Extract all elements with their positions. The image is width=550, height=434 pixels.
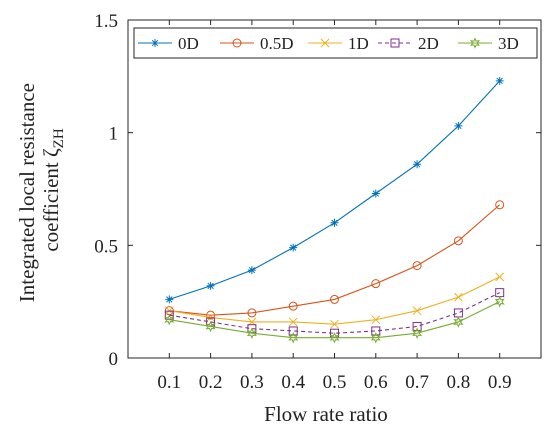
data-point xyxy=(371,189,380,198)
series-0.5D xyxy=(164,200,505,320)
data-point xyxy=(453,236,463,246)
y-tick-label: 1 xyxy=(109,124,119,145)
data-point xyxy=(453,316,464,328)
data-point xyxy=(164,306,174,316)
data-point xyxy=(453,308,463,318)
data-point xyxy=(370,331,381,344)
data-point xyxy=(495,76,504,85)
x-tick-label: 0.5 xyxy=(323,372,347,393)
data-point xyxy=(288,317,298,327)
legend-label: 0D xyxy=(178,34,199,53)
data-point xyxy=(288,331,299,344)
series-3D xyxy=(164,295,505,344)
tick-labels: 0.1 0.2 0.3 0.4 0.5 0.6 0.7 0.8 0.9 0 0.5 1 1.5 xyxy=(94,11,541,393)
plot-frame xyxy=(127,19,542,359)
data-point xyxy=(454,292,463,302)
legend-item-3D: 3D xyxy=(458,34,519,53)
data-point xyxy=(330,319,339,329)
y-tick-label: 0 xyxy=(109,349,119,370)
x-tick-label: 0.7 xyxy=(405,372,429,393)
y-tick-label: 0.5 xyxy=(94,236,118,257)
data-point xyxy=(495,272,505,282)
data-point xyxy=(164,313,175,326)
data-point xyxy=(289,243,298,252)
series-layer xyxy=(164,76,505,344)
series-line xyxy=(169,80,501,300)
data-point xyxy=(246,327,257,339)
legend-label: 0.5D xyxy=(260,34,294,53)
data-point xyxy=(412,321,422,331)
data-point xyxy=(371,315,381,325)
data-point xyxy=(288,326,298,336)
y-tick-label: 1.5 xyxy=(94,11,118,32)
data-point xyxy=(165,295,174,304)
data-point xyxy=(495,200,505,210)
data-point xyxy=(164,310,174,320)
data-point xyxy=(206,281,215,290)
legend: 0D 0.5D 1D 2D 3D xyxy=(133,27,538,59)
legend-item-1D: 1D xyxy=(308,34,369,53)
data-point xyxy=(247,266,256,275)
y-axis-label-subscript: ZH xyxy=(51,128,67,148)
series-line xyxy=(169,276,500,325)
data-point xyxy=(390,38,400,48)
legend-item-0.5D: 0.5D xyxy=(220,34,294,53)
data-point xyxy=(232,38,242,48)
x-tick-label: 0.8 xyxy=(447,372,471,393)
data-point xyxy=(330,294,339,304)
data-point xyxy=(206,313,215,322)
data-point xyxy=(247,308,257,318)
data-point xyxy=(469,37,481,49)
data-point xyxy=(494,295,505,308)
data-point xyxy=(330,218,339,227)
data-point xyxy=(413,160,422,169)
y-axis-label-line-2: coefficient ζ xyxy=(39,148,63,252)
x-tick-label: 0.3 xyxy=(240,372,264,393)
series-line xyxy=(169,204,501,316)
y-axis-label-line-1: Integrated local resistance xyxy=(15,83,39,302)
data-point xyxy=(320,38,330,48)
legend-label: 2D xyxy=(418,34,439,53)
legend-label: 1D xyxy=(348,34,369,53)
series-0D xyxy=(165,76,504,304)
series-line xyxy=(169,292,500,334)
legend-label: 3D xyxy=(498,34,519,53)
y-axis-label: Integrated local resistance coefficient … xyxy=(15,78,67,302)
data-point xyxy=(206,310,216,320)
series-line xyxy=(169,301,500,339)
data-point xyxy=(412,261,422,271)
x-tick-label: 0.6 xyxy=(364,372,388,393)
data-point xyxy=(412,327,423,339)
data-point xyxy=(205,320,216,333)
x-tick-label: 0.9 xyxy=(488,372,512,393)
x-axis-label: Flow rate ratio xyxy=(264,402,388,426)
data-point xyxy=(151,39,159,47)
plot-axes xyxy=(127,19,542,359)
legend-item-0D: 0D xyxy=(138,34,199,53)
x-tick-label: 0.2 xyxy=(199,372,223,393)
data-point xyxy=(412,306,422,316)
x-tick-label: 0.1 xyxy=(157,372,181,393)
legend-item-2D: 2D xyxy=(378,34,439,53)
data-point xyxy=(329,331,340,344)
x-tick-label: 0.4 xyxy=(281,372,305,393)
series-2D xyxy=(164,288,505,338)
data-point xyxy=(454,121,463,130)
series-1D xyxy=(164,272,505,329)
data-point xyxy=(371,326,381,336)
data-point xyxy=(288,301,298,311)
data-point xyxy=(371,279,381,289)
